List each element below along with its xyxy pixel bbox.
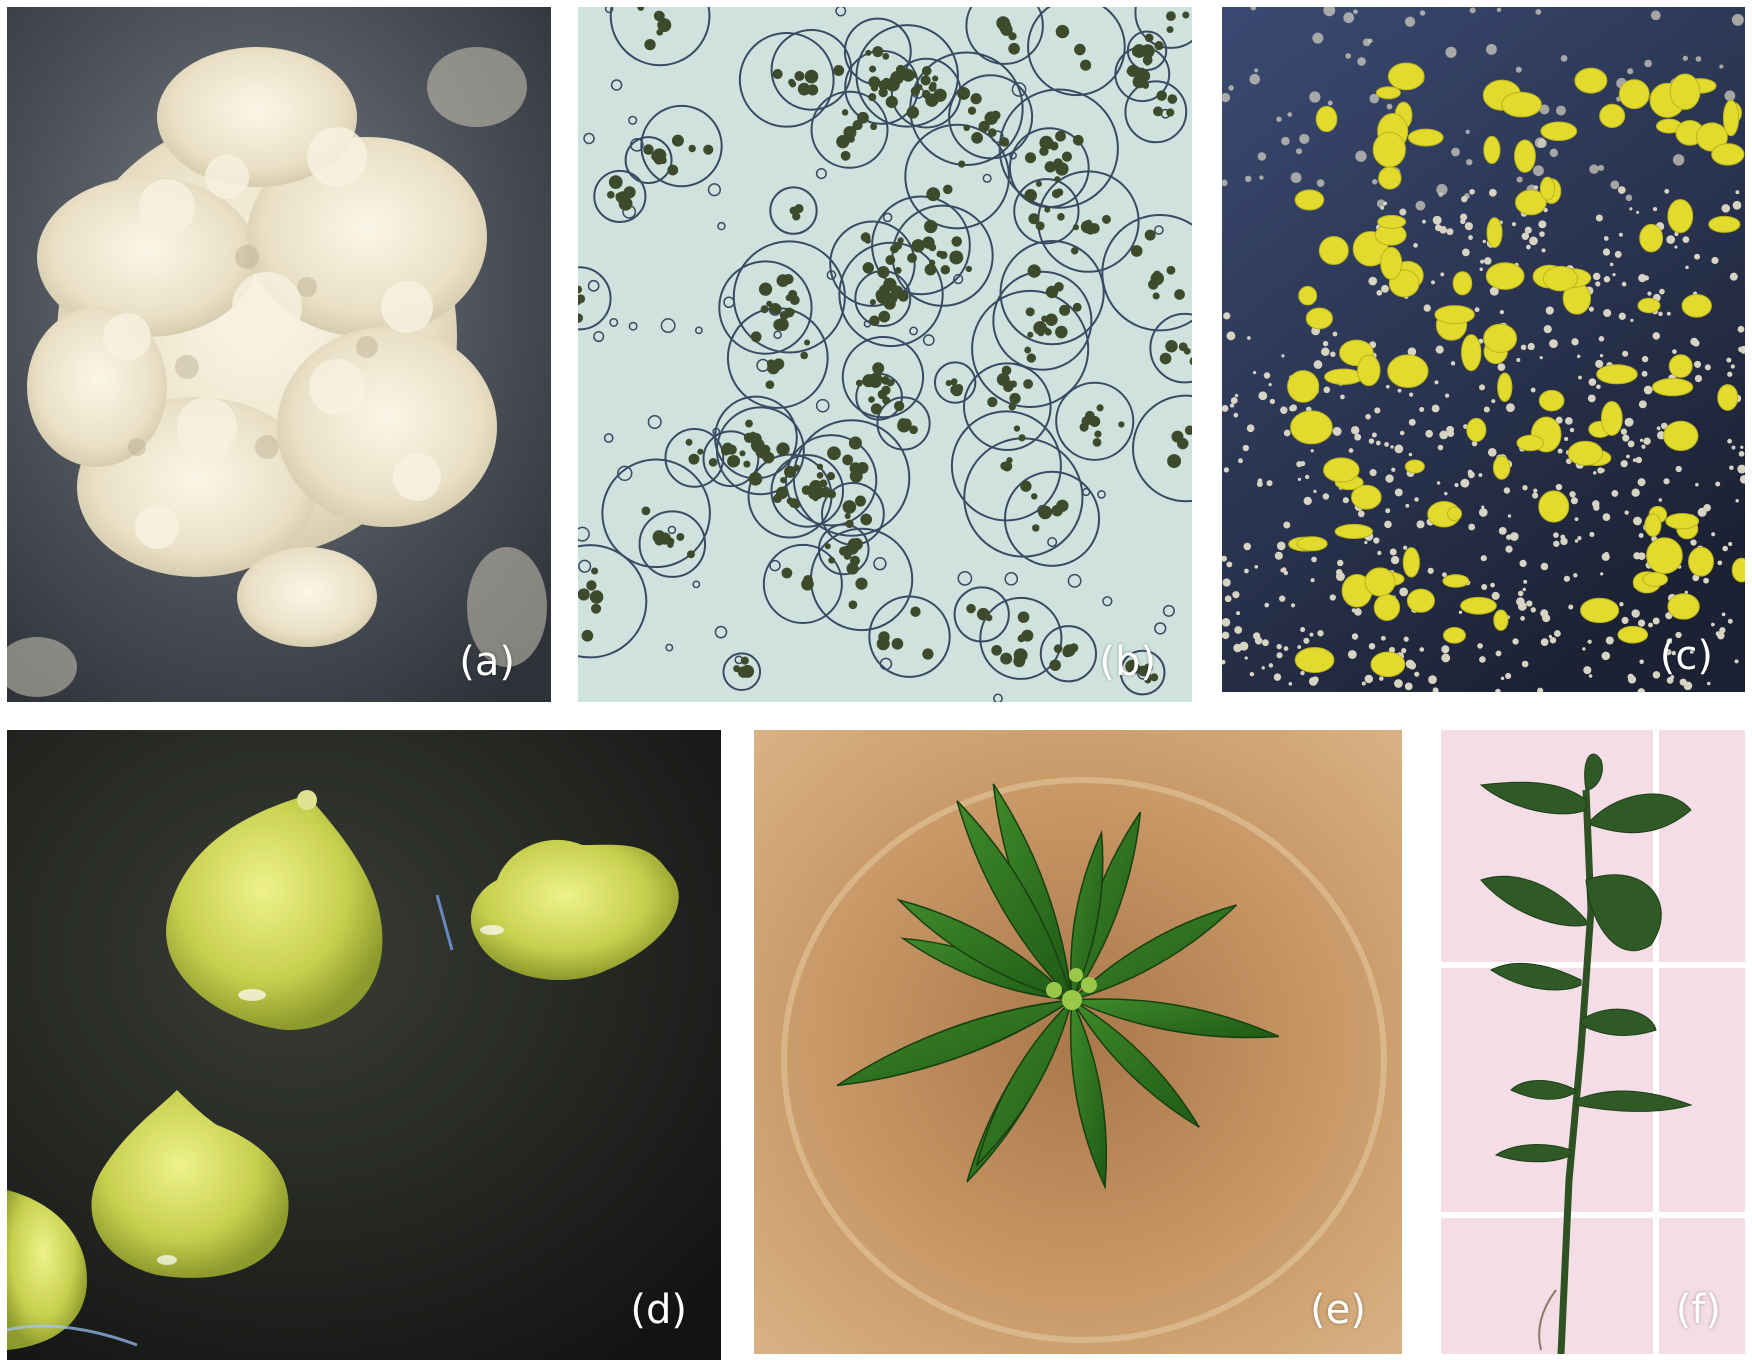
callus-photo [7, 7, 551, 702]
panel-label-a: (a) [459, 639, 515, 685]
shoot-top-view-photo [754, 730, 1402, 1354]
photo-panel-d: (d) [7, 730, 721, 1360]
microcalli-photo [1222, 7, 1745, 692]
panel-label-e: (e) [1310, 1287, 1366, 1333]
photo-panel-c: (c) [1222, 7, 1745, 692]
panel-label-b: (b) [1099, 639, 1156, 685]
panel-label-d: (d) [630, 1287, 687, 1333]
photo-panel-f: (f) [1441, 730, 1745, 1354]
photo-panel-a: (a) [7, 7, 551, 702]
panel-label-c: (c) [1659, 633, 1713, 679]
plantlet-photo [1441, 730, 1745, 1354]
photo-panel-e: (e) [754, 730, 1402, 1354]
photo-panel-b: (b) [578, 7, 1192, 702]
somatic-embryos-photo [7, 730, 721, 1360]
protoplasts-micrograph [578, 7, 1192, 702]
panel-label-f: (f) [1675, 1287, 1721, 1333]
